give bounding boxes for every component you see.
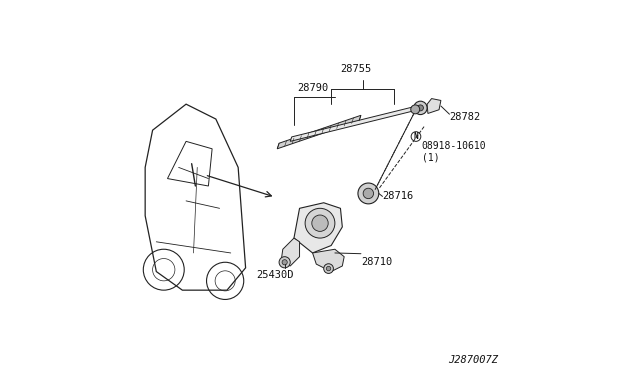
- Polygon shape: [427, 99, 441, 113]
- Polygon shape: [294, 203, 342, 253]
- Text: 28710: 28710: [361, 257, 392, 267]
- Circle shape: [305, 208, 335, 238]
- Polygon shape: [281, 238, 300, 266]
- Text: 28782: 28782: [449, 112, 481, 122]
- Circle shape: [363, 188, 374, 199]
- Text: 08918-10610
(1): 08918-10610 (1): [422, 141, 486, 163]
- Circle shape: [324, 264, 333, 273]
- Circle shape: [411, 105, 420, 114]
- Text: 25430D: 25430D: [256, 270, 293, 280]
- Circle shape: [413, 101, 427, 115]
- Text: J287007Z: J287007Z: [449, 355, 499, 365]
- Text: 28790: 28790: [298, 83, 329, 93]
- Text: 28755: 28755: [340, 64, 372, 74]
- Circle shape: [326, 266, 331, 271]
- Circle shape: [417, 105, 424, 111]
- Circle shape: [279, 257, 290, 268]
- Circle shape: [282, 260, 287, 265]
- Circle shape: [411, 132, 421, 141]
- Circle shape: [358, 183, 379, 204]
- Polygon shape: [277, 115, 361, 149]
- Text: 28716: 28716: [383, 192, 413, 201]
- Text: N: N: [413, 132, 419, 141]
- Polygon shape: [291, 106, 417, 141]
- Circle shape: [312, 215, 328, 231]
- Polygon shape: [312, 249, 344, 272]
